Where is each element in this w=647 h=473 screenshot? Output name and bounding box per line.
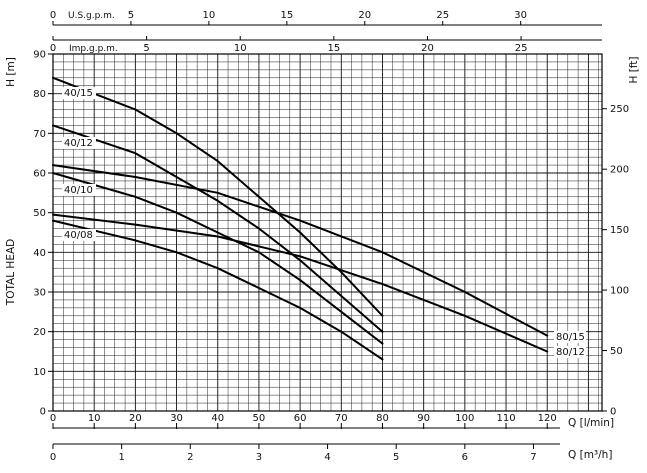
x-usgpm-tick-label: 10 (203, 10, 216, 21)
x-lpm-tick-label: 60 (294, 413, 307, 424)
x-impgpm-tick-label: 5 (143, 43, 149, 54)
x-impgpm-tick-label: 10 (234, 43, 247, 54)
series-label-80-12: 80/12 (556, 347, 585, 358)
series-label-40-12: 40/12 (64, 138, 93, 149)
y-right-tick-label: 0 (610, 407, 616, 418)
plot-frame (52, 53, 603, 412)
series-label-40-15: 40/15 (64, 88, 93, 99)
x-impgpm-tick-label: 15 (327, 43, 340, 54)
y-right-tick-label: 150 (610, 225, 629, 236)
curve-40-12 (52, 124, 384, 333)
y-left-tick-label: 50 (33, 208, 46, 219)
series-label-bg (62, 229, 96, 241)
x-m3h-tick-label: 7 (530, 452, 536, 463)
x-m3h-tick-label: 3 (256, 452, 262, 463)
x-usgpm-axis-label: U.S.g.p.m. (68, 11, 115, 21)
x-lpm-tick-label: 80 (376, 413, 389, 424)
x-impgpm-tick-label: 20 (421, 43, 434, 54)
x-m3h-tick-label: 1 (118, 452, 124, 463)
curve-80-15 (52, 164, 549, 337)
x-m3h-tick-label: 2 (187, 452, 193, 463)
x-usgpm-tick-label: 0 (50, 10, 56, 21)
x-lpm-tick-label: 110 (496, 413, 515, 424)
y-left-tick-label: 10 (33, 367, 46, 378)
series-label-bg (554, 331, 586, 343)
x-m3h-axis-label: Q [m³/h] (568, 449, 612, 461)
y-left-tick-label: 0 (40, 407, 46, 418)
y-left-tick-label: 20 (33, 327, 46, 338)
x-usgpm-tick-label: 25 (436, 10, 449, 21)
series-label-bg (62, 137, 96, 149)
y-right-tick-label: 250 (610, 104, 629, 115)
x-lpm-tick-label: 50 (253, 413, 266, 424)
y-right-tick-label: 50 (610, 346, 623, 357)
labels: 40/15 40/12 40/10 40/08 80/15 80/12 (62, 87, 586, 358)
x-impgpm-axis-label: Imp.g.p.m. (69, 44, 118, 54)
curves (52, 76, 549, 361)
series-label-40-10: 40/10 (64, 185, 93, 196)
x-impgpm-tick-label: 25 (515, 43, 528, 54)
y-left-tick-label: 90 (33, 50, 46, 61)
x-usgpm-tick-label: 15 (280, 10, 293, 21)
y-left-tick-label: 70 (33, 129, 46, 140)
y-left-tick-label: 30 (33, 288, 46, 299)
y-right-unit-label: H [ft] (628, 56, 640, 83)
x-m3h-tick-label: 5 (393, 452, 399, 463)
x-lpm-tick-label: 10 (88, 413, 101, 424)
curve-40-15 (52, 76, 384, 317)
x-lpm-tick-label: 100 (455, 413, 474, 424)
x-usgpm-tick-label: 30 (514, 10, 527, 21)
x-lpm-tick-label: 40 (211, 413, 224, 424)
x-lpm-tick-label: 120 (538, 413, 557, 424)
x-lpm-tick-label: 20 (129, 413, 142, 424)
x-lpm-tick-label: 30 (170, 413, 183, 424)
y-right-tick-label: 100 (610, 286, 629, 297)
x-usgpm-tick-label: 20 (358, 10, 371, 21)
curve-40-08 (52, 219, 384, 361)
y-left-tick-label: 40 (33, 248, 46, 259)
grid (52, 53, 603, 412)
y-right-tick-label: 200 (610, 165, 629, 176)
x-m3h-tick-label: 0 (50, 452, 56, 463)
x-impgpm-tick-label: 0 (50, 43, 56, 54)
x-lpm-tick-label: 0 (50, 413, 56, 424)
y-left-tick-label: 80 (33, 89, 46, 100)
y-left-unit-label: H [m] (5, 57, 17, 87)
series-label-bg (554, 346, 586, 358)
x-lpm-tick-label: 90 (417, 413, 430, 424)
x-m3h-tick-label: 6 (462, 452, 468, 463)
series-label-bg (62, 184, 96, 196)
series-label-80-15: 80/15 (556, 332, 585, 343)
series-label-bg (62, 87, 96, 99)
y-axis-title: TOTAL HEAD (5, 239, 17, 306)
x-lpm-tick-label: 70 (335, 413, 348, 424)
x-usgpm-tick-label: 5 (128, 10, 134, 21)
x-lpm-axis-label: Q [l/min] (568, 417, 614, 429)
x-m3h-tick-label: 4 (324, 452, 330, 463)
curve-80-12 (52, 213, 549, 353)
y-left-tick-label: 60 (33, 169, 46, 180)
series-label-40-08: 40/08 (64, 230, 93, 241)
